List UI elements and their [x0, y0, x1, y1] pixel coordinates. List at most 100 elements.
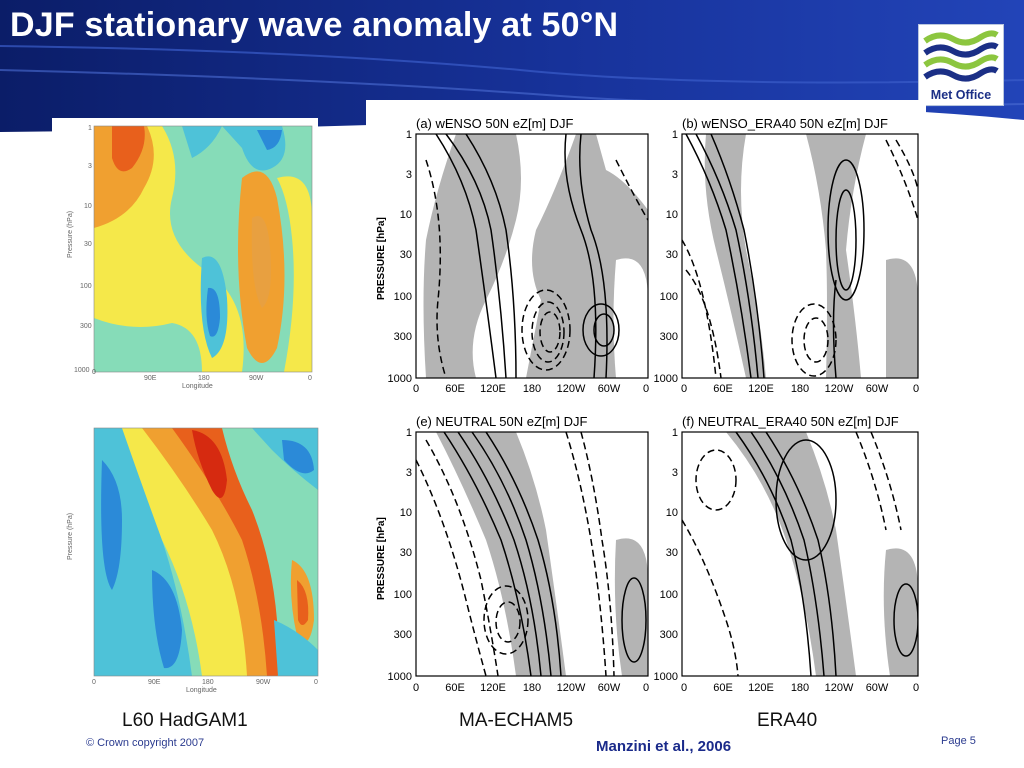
x-tick: 120W: [825, 383, 854, 395]
had-y-tick: 1000: [74, 367, 90, 374]
y-tick: 3: [406, 467, 412, 479]
panel-a-header: (a) wENSO 50N eZ[m] DJF: [416, 116, 574, 131]
x-tick: 120E: [748, 383, 774, 395]
x-tick: 120W: [825, 682, 854, 694]
copyright: © Crown copyright 2007: [86, 737, 205, 749]
x-tick: 0: [913, 682, 919, 694]
slide-title: DJF stationary wave anomaly at 50°N: [10, 6, 619, 44]
x-tick: 60W: [866, 383, 889, 395]
x-tick: 120E: [748, 682, 774, 694]
hadgam-panel-top: Pressure (hPa) Longitude 0 90E 180 90W 0…: [52, 118, 318, 392]
had-y-label-top: Pressure (hPa): [67, 211, 74, 258]
y-tick: 1000: [654, 373, 678, 385]
x-tick: 60E: [445, 682, 465, 694]
y-tick: 10: [400, 507, 412, 519]
y-axis-label-bottom: PRESSURE [hPa]: [376, 517, 387, 600]
hadgam-panel-bottom: Pressure (hPa) Longitude 0 90E 180 90W 0: [52, 420, 326, 694]
had-y-tick: 10: [84, 203, 92, 210]
panel-f-contours: [682, 432, 918, 676]
met-office-wave-icon: [923, 30, 999, 82]
panel-a-contours: [416, 134, 648, 378]
x-tick: 60E: [445, 383, 465, 395]
had-y-tick: 100: [80, 283, 92, 290]
label-echam: MA-ECHAM5: [459, 710, 574, 731]
y-tick: 100: [660, 589, 678, 601]
had-y-tick: 30: [84, 241, 92, 248]
had-y-label-bottom: Pressure (hPa): [67, 513, 74, 560]
y-tick: 100: [660, 291, 678, 303]
x-tick: 0: [913, 383, 919, 395]
had-x-tick: 0: [92, 369, 96, 376]
x-tick: 60E: [713, 682, 733, 694]
y-tick: 30: [666, 249, 678, 261]
y-tick: 300: [660, 331, 678, 343]
panel-e-contours: [416, 432, 648, 676]
had-x-label-bottom: Longitude: [186, 687, 217, 694]
x-tick: 60W: [598, 383, 621, 395]
had-x-label-top: Longitude: [182, 383, 213, 390]
y-tick: 100: [394, 589, 412, 601]
y-tick: 10: [666, 507, 678, 519]
y-tick: 3: [406, 169, 412, 181]
y-tick: 1: [672, 129, 678, 141]
y-tick: 30: [400, 547, 412, 559]
x-tick: 60W: [866, 682, 889, 694]
had-x-tick: 0: [314, 679, 318, 686]
panel-b-header: (b) wENSO_ERA40 50N eZ[m] DJF: [682, 116, 888, 131]
x-tick: 180: [791, 383, 809, 395]
x-tick: 180: [523, 383, 541, 395]
logo-text: Met Office: [930, 88, 992, 102]
x-tick: 0: [643, 383, 649, 395]
header-banner: [0, 0, 1024, 132]
y-tick: 300: [394, 331, 412, 343]
y-tick: 1000: [654, 671, 678, 683]
x-tick: 180: [791, 682, 809, 694]
had-x-tick: 90E: [148, 679, 161, 686]
panel-e-header: (e) NEUTRAL 50N eZ[m] DJF: [416, 414, 587, 429]
y-tick: 3: [672, 467, 678, 479]
x-tick: 120E: [480, 383, 506, 395]
y-tick: 30: [400, 249, 412, 261]
x-tick: 0: [413, 682, 419, 694]
reference: Manzini et al., 2006: [596, 738, 732, 755]
label-era40: ERA40: [757, 710, 818, 731]
panel-b-contours: [682, 134, 918, 378]
y-tick: 100: [394, 291, 412, 303]
had-x-tick: 0: [92, 679, 96, 686]
y-tick: 1000: [388, 373, 412, 385]
x-tick: 120E: [480, 682, 506, 694]
y-tick: 1000: [388, 671, 412, 683]
y-axis-label-top: PRESSURE [hPa]: [376, 217, 387, 300]
x-tick: 180: [523, 682, 541, 694]
had-x-tick: 90W: [249, 375, 264, 382]
x-tick: 0: [681, 383, 687, 395]
x-tick: 60W: [598, 682, 621, 694]
contour-panels: (a) wENSO 50N eZ[m] DJF (b) wENSO_ERA40 …: [366, 100, 926, 698]
had-y-tick: 300: [80, 323, 92, 330]
y-tick: 1: [406, 427, 412, 439]
page-number: Page 5: [941, 735, 976, 747]
x-tick: 120W: [557, 383, 586, 395]
x-tick: 120W: [557, 682, 586, 694]
y-tick: 3: [672, 169, 678, 181]
label-hadgam: L60 HadGAM1: [122, 710, 248, 731]
x-tick: 0: [643, 682, 649, 694]
had-x-tick: 90E: [144, 375, 157, 382]
had-y-tick: 1: [88, 125, 92, 132]
had-x-tick: 90W: [256, 679, 271, 686]
had-x-tick: 180: [198, 375, 210, 382]
had-y-tick: 3: [88, 163, 92, 170]
had-x-tick: 180: [202, 679, 214, 686]
x-tick: 0: [413, 383, 419, 395]
panel-f-header: (f) NEUTRAL_ERA40 50N eZ[m] DJF: [682, 414, 899, 429]
y-tick: 30: [666, 547, 678, 559]
y-tick: 10: [666, 209, 678, 221]
x-tick: 0: [681, 682, 687, 694]
y-tick: 300: [394, 629, 412, 641]
y-tick: 1: [406, 129, 412, 141]
y-tick: 10: [400, 209, 412, 221]
met-office-logo: Met Office: [918, 24, 1004, 106]
y-tick: 1: [672, 427, 678, 439]
x-tick: 60E: [713, 383, 733, 395]
had-x-tick: 0: [308, 375, 312, 382]
